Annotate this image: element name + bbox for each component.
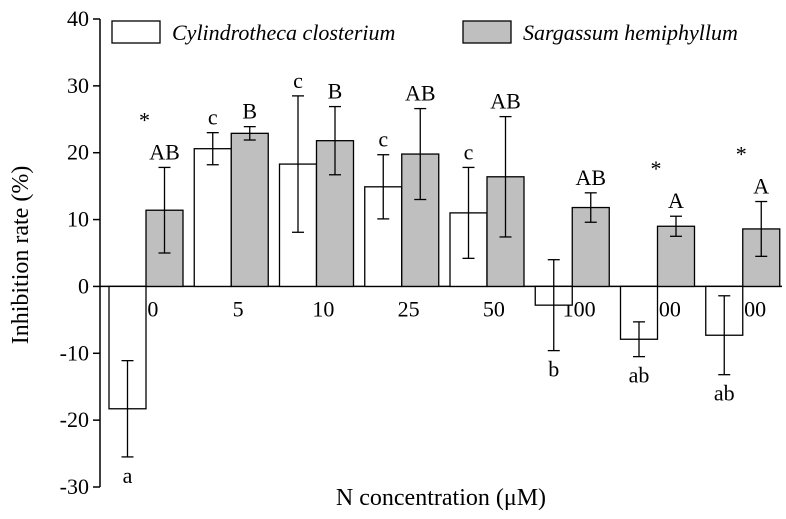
y-axis: -30 -20 -10 0 10 20 30 40 [60, 6, 101, 499]
significance-letter-cylindrotheca: c [378, 127, 388, 152]
y-tick-label: 40 [67, 6, 89, 31]
y-tick-label: 0 [78, 273, 89, 298]
y-tick-label: 30 [67, 73, 89, 98]
x-tick-label: 25 [398, 296, 420, 321]
bar-cylindrotheca [193, 148, 232, 288]
significance-letter-sargassum: B [328, 79, 343, 104]
significance-letter-sargassum: A [668, 188, 684, 213]
x-axis-title: N concentration (μM) [336, 485, 546, 511]
x-tick-label: 5 [233, 296, 244, 321]
y-tick-label: 20 [67, 140, 89, 165]
y-tick-label: -30 [60, 474, 89, 499]
significance-letter-sargassum: A [753, 174, 769, 199]
y-tick-label: 10 [67, 207, 89, 232]
significance-letter-sargassum: AB [405, 81, 436, 106]
x-tick-label: 10 [312, 296, 334, 321]
significance-letter-sargassum: B [242, 99, 257, 124]
legend-swatch-cylindrotheca [111, 20, 161, 44]
significance-star: * [651, 156, 662, 181]
significance-letter-sargassum: AB [575, 165, 606, 190]
bar-sargassum [230, 132, 269, 288]
significance-letter-cylindrotheca: b [548, 357, 559, 382]
significance-letter-sargassum: AB [149, 139, 180, 164]
significance-letter-cylindrotheca: ab [629, 363, 650, 388]
x-tick-label: 0 [147, 296, 158, 321]
y-axis-title: Inhibition rate (%) [8, 166, 34, 345]
significance-letter-cylindrotheca: c [208, 105, 218, 130]
significance-letter-cylindrotheca: c [464, 139, 474, 164]
x-tick-label: 50 [483, 296, 505, 321]
y-tick-label: -20 [60, 407, 89, 432]
legend-swatch-sargassum [462, 20, 512, 44]
significance-letter-cylindrotheca: c [293, 68, 303, 93]
y-tick-label: -10 [60, 340, 89, 365]
significance-letter-sargassum: AB [490, 89, 521, 114]
legend-label-sargassum: Sargassum hemiphyllum [523, 20, 738, 45]
bars [108, 95, 781, 458]
legend: Cylindrotheca closterium Sargassum hemiph… [111, 20, 738, 45]
significance-star: * [139, 107, 150, 132]
legend-label-cylindrotheca: Cylindrotheca closterium [172, 20, 395, 45]
x-axis: 0 5 10 25 50 100 200 300 [100, 285, 782, 321]
significance-letter-cylindrotheca: a [123, 463, 133, 488]
significance-letter-cylindrotheca: ab [714, 381, 735, 406]
significance-star: * [736, 142, 747, 167]
